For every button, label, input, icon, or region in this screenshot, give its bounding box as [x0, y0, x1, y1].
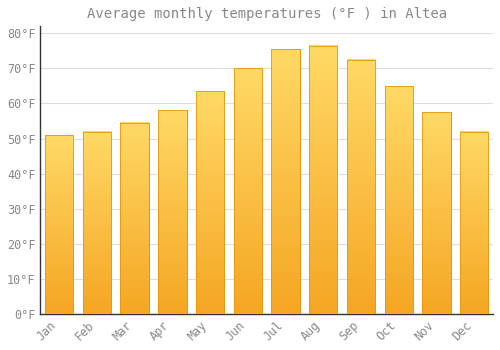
Bar [83, 132, 111, 314]
Bar [384, 86, 413, 314]
Bar [309, 46, 338, 314]
Bar [422, 112, 450, 314]
Bar [460, 132, 488, 314]
Bar [272, 49, 299, 314]
Bar [196, 91, 224, 314]
Title: Average monthly temperatures (°F ) in Altea: Average monthly temperatures (°F ) in Al… [86, 7, 446, 21]
Bar [158, 111, 186, 314]
Bar [45, 135, 74, 314]
Bar [120, 123, 149, 314]
Bar [309, 46, 338, 314]
Bar [384, 86, 413, 314]
Bar [158, 111, 186, 314]
Bar [234, 68, 262, 314]
Bar [460, 132, 488, 314]
Bar [422, 112, 450, 314]
Bar [120, 123, 149, 314]
Bar [347, 60, 375, 314]
Bar [347, 60, 375, 314]
Bar [272, 49, 299, 314]
Bar [234, 68, 262, 314]
Bar [45, 135, 74, 314]
Bar [196, 91, 224, 314]
Bar [83, 132, 111, 314]
